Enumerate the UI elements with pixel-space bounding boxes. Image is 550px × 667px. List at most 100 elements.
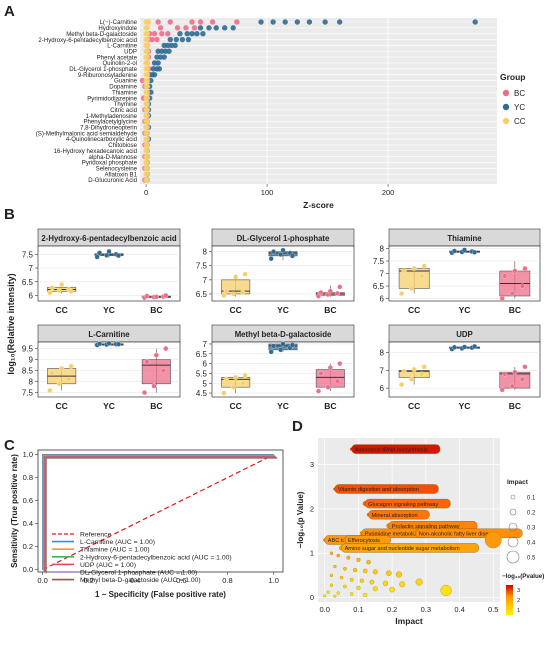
category-label-a: L(−)-Carnitine xyxy=(100,19,138,26)
box-point-cc xyxy=(401,368,407,374)
point-bc xyxy=(183,25,189,31)
point-cc xyxy=(144,25,150,31)
category-label-a: 9-Riburonosyladenine xyxy=(78,72,138,79)
point-bc xyxy=(159,31,165,37)
point-yc xyxy=(270,19,276,25)
roc-line xyxy=(45,457,278,574)
y-tick-label-b: 7.5 xyxy=(373,257,385,266)
box-point-bc xyxy=(141,390,148,396)
y-tick-label-b: 7.5 xyxy=(196,262,208,271)
box-point-bc xyxy=(519,376,525,382)
pathway-label-box xyxy=(364,498,451,509)
x-tick-label-b: CC xyxy=(230,305,242,315)
pathway-point xyxy=(382,580,389,586)
point-yc xyxy=(166,48,172,54)
pathway-point xyxy=(353,568,358,573)
pathway-label: Non-alcoholic fatty liver disease xyxy=(419,531,498,537)
category-label-a: Thiamine xyxy=(112,89,138,96)
box-point-bc xyxy=(153,352,159,358)
y-tick-label-c: 0.2 xyxy=(23,542,33,551)
category-label-a: 7,8-Dihydroneopterin xyxy=(80,125,137,132)
y-tick-label-b: 6.5 xyxy=(196,350,208,359)
pathway-point xyxy=(356,557,361,562)
pathway-point xyxy=(326,590,330,594)
legend-size-label: 0.2 xyxy=(527,511,536,517)
point-cc xyxy=(144,148,150,154)
box-point-cc xyxy=(399,290,405,297)
pathway-label-box xyxy=(341,543,479,553)
legend-colorbar xyxy=(506,585,513,615)
box-point-cc xyxy=(421,263,427,269)
point-cc xyxy=(144,77,150,84)
y-tick-label-c: 0.6 xyxy=(23,496,33,505)
legend-title-size: Impact xyxy=(507,479,529,486)
box-point-bc xyxy=(334,290,340,296)
pathway-point xyxy=(333,564,337,569)
box-point-cc xyxy=(419,273,425,279)
point-yc xyxy=(194,31,200,37)
point-yc xyxy=(206,25,212,31)
point-yc xyxy=(156,66,163,72)
legend-title-color: −log₁₀(Pvalue) xyxy=(502,573,544,580)
point-bc xyxy=(157,25,164,31)
y-tick-label-b: 8 xyxy=(29,378,34,387)
box-point-yc xyxy=(96,250,103,256)
pathway-label: Efferocytosis xyxy=(348,538,380,544)
pathway-point xyxy=(369,579,375,585)
x-tick-label-a: 0 xyxy=(144,188,148,197)
pathway-point xyxy=(343,566,347,571)
box-point-cc xyxy=(56,287,62,294)
box-point-yc xyxy=(115,341,122,347)
category-label-a: 1-Methyladenosine xyxy=(86,113,138,120)
box-point-yc xyxy=(461,247,468,253)
point-cc xyxy=(144,118,150,125)
legend-size-circle xyxy=(510,494,516,500)
category-label-a: 4-Quinolinecarboxylic acid xyxy=(66,136,137,143)
box-point-bc xyxy=(512,369,518,375)
point-cc xyxy=(144,130,150,136)
y-tick-label-b: 8 xyxy=(380,349,385,358)
box-point-bc xyxy=(522,364,528,370)
y-tick-label-b: 6 xyxy=(380,384,385,393)
pathway-point xyxy=(343,584,347,589)
point-cc xyxy=(144,101,150,107)
box-point-bc xyxy=(519,283,525,289)
x-tick-label-a: 200 xyxy=(382,188,395,197)
legend-size-circle xyxy=(508,522,518,532)
panel-label-c: C xyxy=(4,437,15,454)
point-yc xyxy=(167,36,173,43)
box-point-bc xyxy=(315,388,322,394)
y-tick-label-b: 8 xyxy=(203,248,208,257)
box-point-yc xyxy=(94,254,100,260)
category-label-a: Dopamine xyxy=(109,84,137,91)
box-point-bc xyxy=(337,284,343,290)
box-point-bc xyxy=(327,364,333,371)
box-point-yc xyxy=(451,248,457,254)
legend-label-c: L-Carnitine (AUC = 1.00) xyxy=(80,539,155,546)
y-axis-label-b: log₁₀(Relative intensity) xyxy=(6,273,16,374)
y-tick-label-b: 6.5 xyxy=(373,282,385,291)
x-tick-label-d: 0.5 xyxy=(488,605,498,614)
pathway-point xyxy=(329,573,334,578)
category-label-a: Guanine xyxy=(114,78,138,85)
box-point-bc xyxy=(144,293,150,299)
box-point-cc xyxy=(223,376,229,382)
y-tick-label-d: 3 xyxy=(310,460,314,469)
x-tick-label-b: YC xyxy=(459,401,471,411)
y-tick-label-b: 9 xyxy=(29,356,34,365)
legend-title-a: Group xyxy=(500,72,526,82)
point-cc xyxy=(144,66,150,72)
legend-label-yc: YC xyxy=(514,103,525,112)
box-point-bc xyxy=(334,378,340,384)
legend-size-circle xyxy=(506,550,520,564)
y-tick-label-b: 6.5 xyxy=(196,290,208,299)
panel-label-b: B xyxy=(4,206,15,223)
box-point-cc xyxy=(409,376,415,382)
box-point-yc xyxy=(106,248,112,255)
x-tick-label-d: 0.2 xyxy=(387,605,397,614)
category-label-a: Aflatoxin B1 xyxy=(104,171,137,178)
y-tick-label-d: 0 xyxy=(310,593,314,602)
legend-marker-yc xyxy=(502,103,510,111)
point-yc xyxy=(322,19,328,25)
